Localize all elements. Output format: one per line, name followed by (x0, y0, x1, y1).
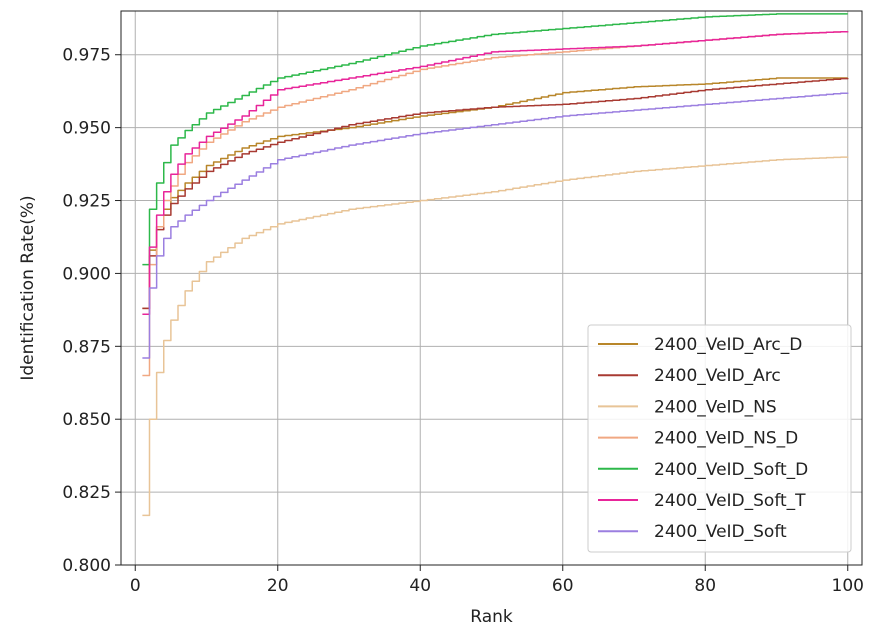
x-tick-label: 60 (552, 576, 574, 596)
legend-label: 2400_VeID_Soft_D (654, 460, 808, 480)
grid (121, 11, 862, 566)
ticks: 0 20 40 60 80 100 0.800 0.825 0.850 0.875 0.900 0.9… (62, 46, 864, 596)
series-layer (142, 13, 849, 517)
y-tick-label: 0.875 (62, 337, 111, 357)
series-line-2400-veid-soft-t (142, 30, 849, 315)
x-axis-label: Rank (470, 607, 513, 627)
series-line-2400-veid-soft-d (142, 13, 848, 266)
x-tick-label: 80 (694, 576, 716, 596)
legend-label: 2400_VeID_Arc (654, 366, 781, 386)
y-tick-label: 0.825 (62, 483, 111, 503)
legend-label: 2400_VeID_Arc_D (654, 335, 802, 355)
y-tick-label: 0.900 (62, 264, 111, 284)
legend-label: 2400_VeID_Soft (654, 522, 787, 542)
y-axis-label: Identification Rate(%) (18, 195, 38, 380)
legend-label: 2400_VeID_NS_D (654, 429, 798, 449)
y-tick-label: 0.925 (62, 192, 111, 212)
series-line-2400-veid-arc (142, 77, 849, 310)
series-line-2400-veid-ns (142, 156, 849, 517)
y-tick-label: 0.800 (62, 556, 111, 576)
x-tick-label: 40 (409, 576, 431, 596)
x-tick-label: 0 (130, 576, 141, 596)
plot-frame (120, 10, 863, 566)
legend-label: 2400_VeID_NS (654, 397, 777, 417)
legend-label: 2400_VeID_Soft_T (654, 491, 806, 511)
y-tick-label: 0.950 (62, 119, 111, 139)
x-tick-label: 100 (832, 576, 864, 596)
y-tick-label: 0.850 (62, 410, 111, 430)
legend-box (587, 324, 852, 553)
series-line-2400-veid-ns-d (142, 30, 849, 377)
legend: 2400_VeID_Arc_D 2400_VeID_Arc 2400_VeID_NS… (587, 324, 852, 553)
x-tick-label: 20 (267, 576, 289, 596)
series-line-2400-veid-soft (142, 92, 849, 359)
y-tick-label: 0.975 (62, 46, 111, 66)
